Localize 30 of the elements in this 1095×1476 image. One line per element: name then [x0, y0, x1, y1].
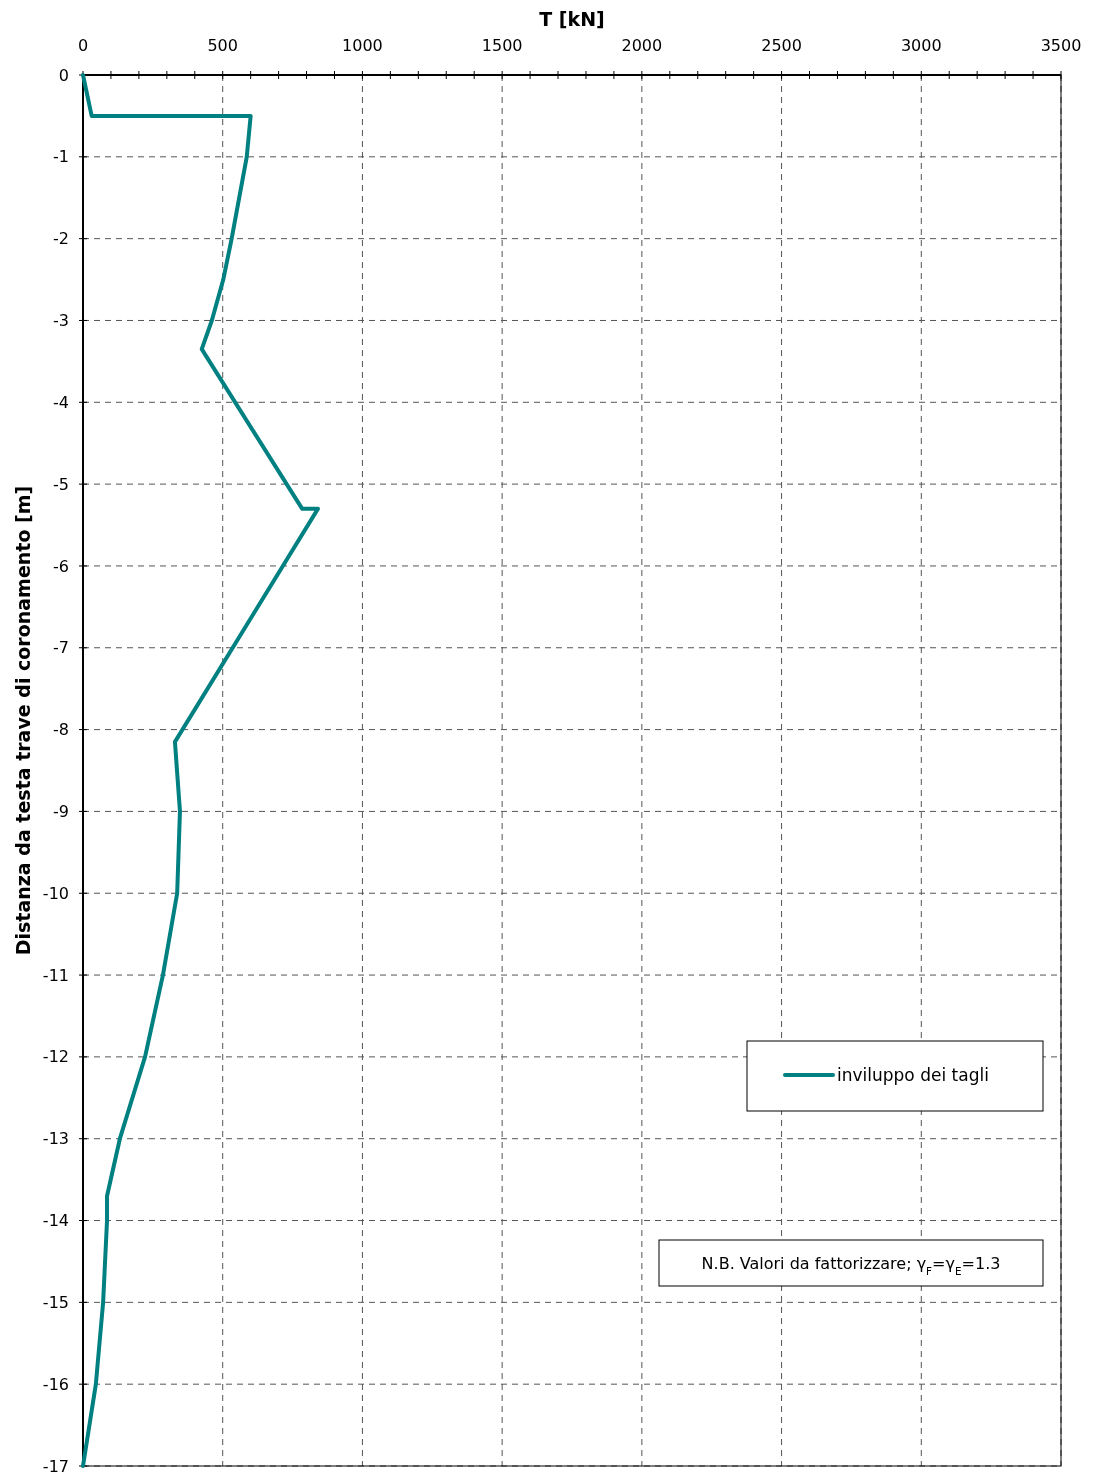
y-tick-label: -8	[53, 720, 69, 740]
y-axis-title: Distanza da testa trave di coronamento [m]	[12, 485, 34, 956]
y-tick-label: -17	[42, 1456, 69, 1476]
legend-label: inviluppo dei tagli	[837, 1064, 989, 1085]
annotation: N.B. Valori da fattorizzare; γ$_{F}$=γ$_{E}$=1.3	[701, 1253, 1001, 1277]
y-tick-label: -11	[42, 965, 69, 985]
x-tick-label: 1500	[481, 36, 523, 55]
y-tick-label: -4	[53, 392, 69, 412]
x-tick-label: 1000	[342, 36, 383, 55]
y-tick-label: -12	[42, 1047, 69, 1067]
y-tick-label: -10	[42, 883, 69, 903]
x-tick-label: 2500	[761, 36, 802, 55]
y-tick-label: -6	[53, 556, 69, 576]
y-tick-label: -7	[53, 638, 69, 658]
y-tick-label: 0	[58, 65, 69, 85]
y-tick-label: -2	[53, 229, 69, 249]
y-tick-label: -15	[42, 1292, 69, 1312]
y-tick-label: -14	[42, 1211, 69, 1231]
y-tick-label: -5	[53, 474, 69, 494]
y-tick-label: -1	[53, 147, 69, 167]
x-axis-title: T [kN]	[539, 8, 605, 30]
x-tick-label: 3000	[900, 36, 942, 55]
y-tick-label: -3	[53, 311, 69, 331]
x-tick-label: 2000	[621, 36, 663, 55]
y-tick-label: -13	[42, 1129, 69, 1149]
x-tick-label: 0	[77, 36, 89, 55]
x-tick-label: 3500	[1040, 36, 1082, 55]
y-tick-label: -16	[42, 1374, 69, 1394]
y-tick-label: -9	[53, 802, 69, 822]
x-tick-label: 500	[207, 36, 238, 55]
